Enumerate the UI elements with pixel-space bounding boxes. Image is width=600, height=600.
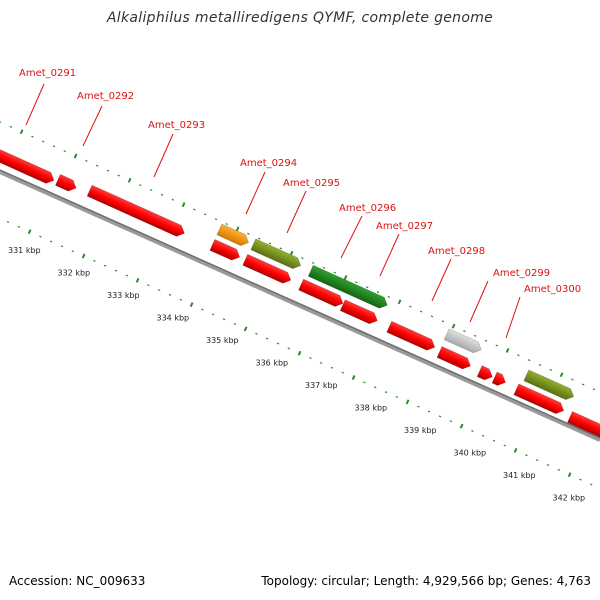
lower-tick — [405, 399, 410, 405]
kbp-label: 339 kbp — [404, 426, 437, 435]
kbp-label: 336 kbp — [256, 359, 289, 368]
genome-title: Alkaliphilus metalliredigens QYMF, compl… — [106, 10, 494, 26]
gene-label-leader — [469, 280, 489, 323]
gene-label-leader — [82, 105, 103, 147]
gene-label: Amet_0291 — [19, 68, 76, 79]
lower-tick — [189, 302, 194, 308]
upper-tick — [19, 129, 24, 135]
true — [386, 320, 436, 351]
backbone-line — [0, 170, 600, 442]
kbp-label: 340 kbp — [454, 449, 487, 458]
gene-label: Amet_0300 — [524, 284, 581, 295]
genome-backbone — [0, 169, 600, 442]
kbp-label: 342 kbp — [553, 494, 586, 503]
backbone-line-inner — [0, 169, 600, 439]
true — [298, 278, 344, 307]
true — [0, 145, 55, 184]
upper-tick — [343, 275, 348, 280]
true — [491, 371, 506, 386]
gene-label: Amet_0295 — [283, 178, 340, 189]
true — [476, 365, 493, 381]
true — [567, 411, 600, 439]
upper-tick — [289, 250, 294, 256]
gene-label: Amet_0298 — [428, 246, 485, 257]
upper-tick — [451, 323, 456, 329]
kbp-label: 332 kbp — [58, 269, 91, 278]
lower-tick — [351, 375, 356, 380]
gene-label: Amet_0299 — [493, 268, 550, 279]
kbp-label: 337 kbp — [305, 381, 338, 390]
lower-tick — [513, 447, 518, 453]
accession-text: Accession: NC_009633 — [9, 574, 146, 588]
gene-label-leader — [153, 133, 174, 178]
kbp-label: 335 kbp — [206, 336, 239, 345]
lower-tick — [297, 350, 302, 356]
gene-label: Amet_0292 — [77, 91, 134, 102]
gene-label-leader — [340, 215, 363, 259]
false — [523, 369, 575, 401]
false — [443, 328, 482, 354]
upper-tick — [397, 299, 402, 305]
lower-tick — [27, 229, 32, 235]
tick-marks — [0, 121, 596, 486]
kbp-label: 338 kbp — [355, 404, 388, 413]
gene-label-leader — [25, 83, 45, 126]
true — [339, 299, 378, 325]
upper-tick — [73, 153, 78, 159]
lower-tick — [135, 277, 140, 283]
lower-tick — [459, 423, 464, 429]
kbp-label: 341 kbp — [503, 471, 536, 480]
gene-label-leader — [245, 171, 266, 215]
upper-tick — [505, 347, 510, 353]
kbp-labels: 331 kbp 332 kbp 333 kbp 334 kbp 335 kbp 336 k… — [8, 246, 585, 503]
kbp-label: 331 kbp — [8, 246, 41, 255]
upper-tick — [181, 202, 186, 208]
upper-tick — [235, 226, 240, 232]
false — [307, 264, 388, 309]
true — [513, 383, 565, 415]
kbp-label: 334 kbp — [157, 314, 190, 323]
true — [209, 238, 241, 261]
upper-tick — [559, 372, 564, 378]
gene-labels: Amet_0291 Amet_0292 Amet_0293 Amet_0294 Amet… — [19, 68, 581, 339]
lower-tick — [567, 472, 572, 478]
gene-label: Amet_0297 — [376, 221, 433, 232]
true — [55, 174, 77, 192]
gene-label: Amet_0296 — [339, 203, 396, 214]
gene-label-leader — [505, 296, 521, 339]
gene-label: Amet_0294 — [240, 158, 297, 169]
true — [242, 253, 292, 284]
lower-tick — [81, 253, 86, 259]
gene-features — [0, 145, 600, 439]
false — [216, 223, 249, 246]
true — [436, 346, 471, 370]
gene-label: Amet_0293 — [148, 120, 205, 131]
gene-label-leader — [379, 233, 400, 277]
topology-text: Topology: circular; Length: 4,929,566 bp… — [261, 574, 591, 588]
lower-tick — [243, 326, 248, 332]
false — [250, 238, 302, 270]
true — [86, 184, 185, 237]
upper-tick — [127, 177, 132, 183]
gene-label-leader — [431, 258, 452, 302]
gene-label-leader — [286, 190, 307, 234]
kbp-label: 333 kbp — [107, 291, 140, 300]
